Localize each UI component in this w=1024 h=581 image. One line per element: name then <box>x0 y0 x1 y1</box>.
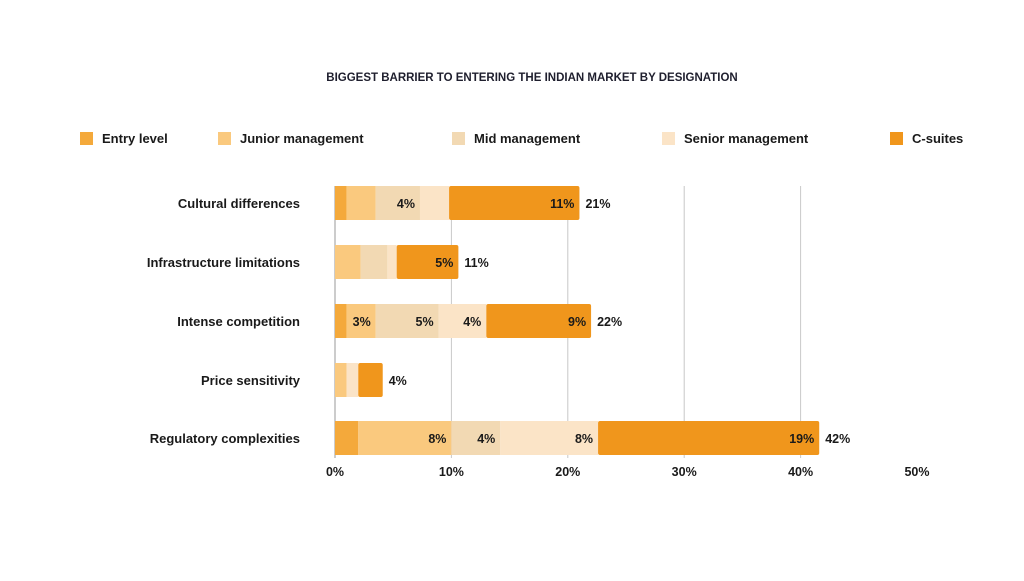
category-labels: Cultural differences Infrastructure limit… <box>147 196 301 446</box>
category-label: Regulatory complexities <box>150 431 300 446</box>
segment-data-label: 3% <box>353 315 371 329</box>
bar-segment <box>449 186 580 220</box>
bar-segment <box>486 304 592 338</box>
bar-segment <box>335 186 347 220</box>
legend-swatch <box>890 132 903 145</box>
bar-segment <box>335 421 359 455</box>
bar-segment <box>358 363 383 397</box>
legend-swatch <box>218 132 231 145</box>
legend-swatch <box>80 132 93 145</box>
segment-data-label: 8% <box>575 432 593 446</box>
legend-swatch <box>452 132 465 145</box>
total-data-label: 22% <box>597 315 622 329</box>
legend-item: Mid management <box>452 131 581 146</box>
bar-segment <box>346 304 376 338</box>
segment-data-label: 19% <box>789 432 814 446</box>
segment-data-label: 9% <box>568 315 586 329</box>
bar-segment <box>335 245 361 279</box>
legend: Entry level Junior management Mid manageme… <box>80 131 963 146</box>
bar-segment <box>375 186 420 220</box>
x-axis-tick-labels: 0% 10% 20% 30% 40% 50% <box>326 465 930 479</box>
legend-item: Junior management <box>218 131 364 146</box>
category-label: Infrastructure limitations <box>147 255 300 270</box>
legend-item: Senior management <box>662 131 809 146</box>
segment-data-label: 11% <box>550 197 574 211</box>
legend-swatch <box>662 132 675 145</box>
legend-label: Mid management <box>474 131 581 146</box>
segment-data-label: 4% <box>477 432 495 446</box>
bar-segment <box>500 421 599 455</box>
bars: 4% 11% 21% 5% 11% 3% 5% 4% 9% 22% 4% 8% 4% 8% 19% 42% <box>335 186 850 455</box>
legend-item: C-suites <box>890 131 963 146</box>
total-data-label: 42% <box>825 432 850 446</box>
total-data-label: 11% <box>464 256 488 270</box>
legend-label: Entry level <box>102 131 168 146</box>
bar-segment <box>419 186 450 220</box>
bar-segment <box>387 245 397 279</box>
bar-segment <box>451 421 501 455</box>
bar-segment <box>438 304 487 338</box>
total-data-label: 4% <box>389 374 407 388</box>
bar-segment <box>335 363 347 397</box>
legend-label: C-suites <box>912 131 963 146</box>
x-tick-label: 20% <box>555 465 580 479</box>
category-label: Intense competition <box>177 314 300 329</box>
bar-segment <box>346 363 359 397</box>
bar-segment <box>335 304 347 338</box>
total-data-label: 21% <box>585 197 610 211</box>
x-tick-label: 40% <box>788 465 813 479</box>
segment-data-label: 8% <box>428 432 446 446</box>
bar-segment <box>346 186 376 220</box>
legend-item: Entry level <box>80 131 168 146</box>
segment-data-label: 5% <box>435 256 453 270</box>
category-label: Cultural differences <box>178 196 300 211</box>
segment-data-label: 4% <box>397 197 415 211</box>
x-tick-label: 30% <box>672 465 697 479</box>
bar-segment <box>360 245 388 279</box>
x-tick-label: 0% <box>326 465 344 479</box>
category-label: Price sensitivity <box>201 373 301 388</box>
bar-segment <box>358 421 452 455</box>
legend-label: Junior management <box>240 131 364 146</box>
segment-data-label: 5% <box>416 315 434 329</box>
legend-label: Senior management <box>684 131 809 146</box>
x-tick-label: 50% <box>904 465 929 479</box>
bar-segment <box>598 421 820 455</box>
x-tick-label: 10% <box>439 465 464 479</box>
segment-data-label: 4% <box>463 315 481 329</box>
bar-segment <box>375 304 439 338</box>
bar-segment <box>396 245 459 279</box>
chart-title: BIGGEST BARRIER TO ENTERING THE INDIAN M… <box>326 72 737 84</box>
